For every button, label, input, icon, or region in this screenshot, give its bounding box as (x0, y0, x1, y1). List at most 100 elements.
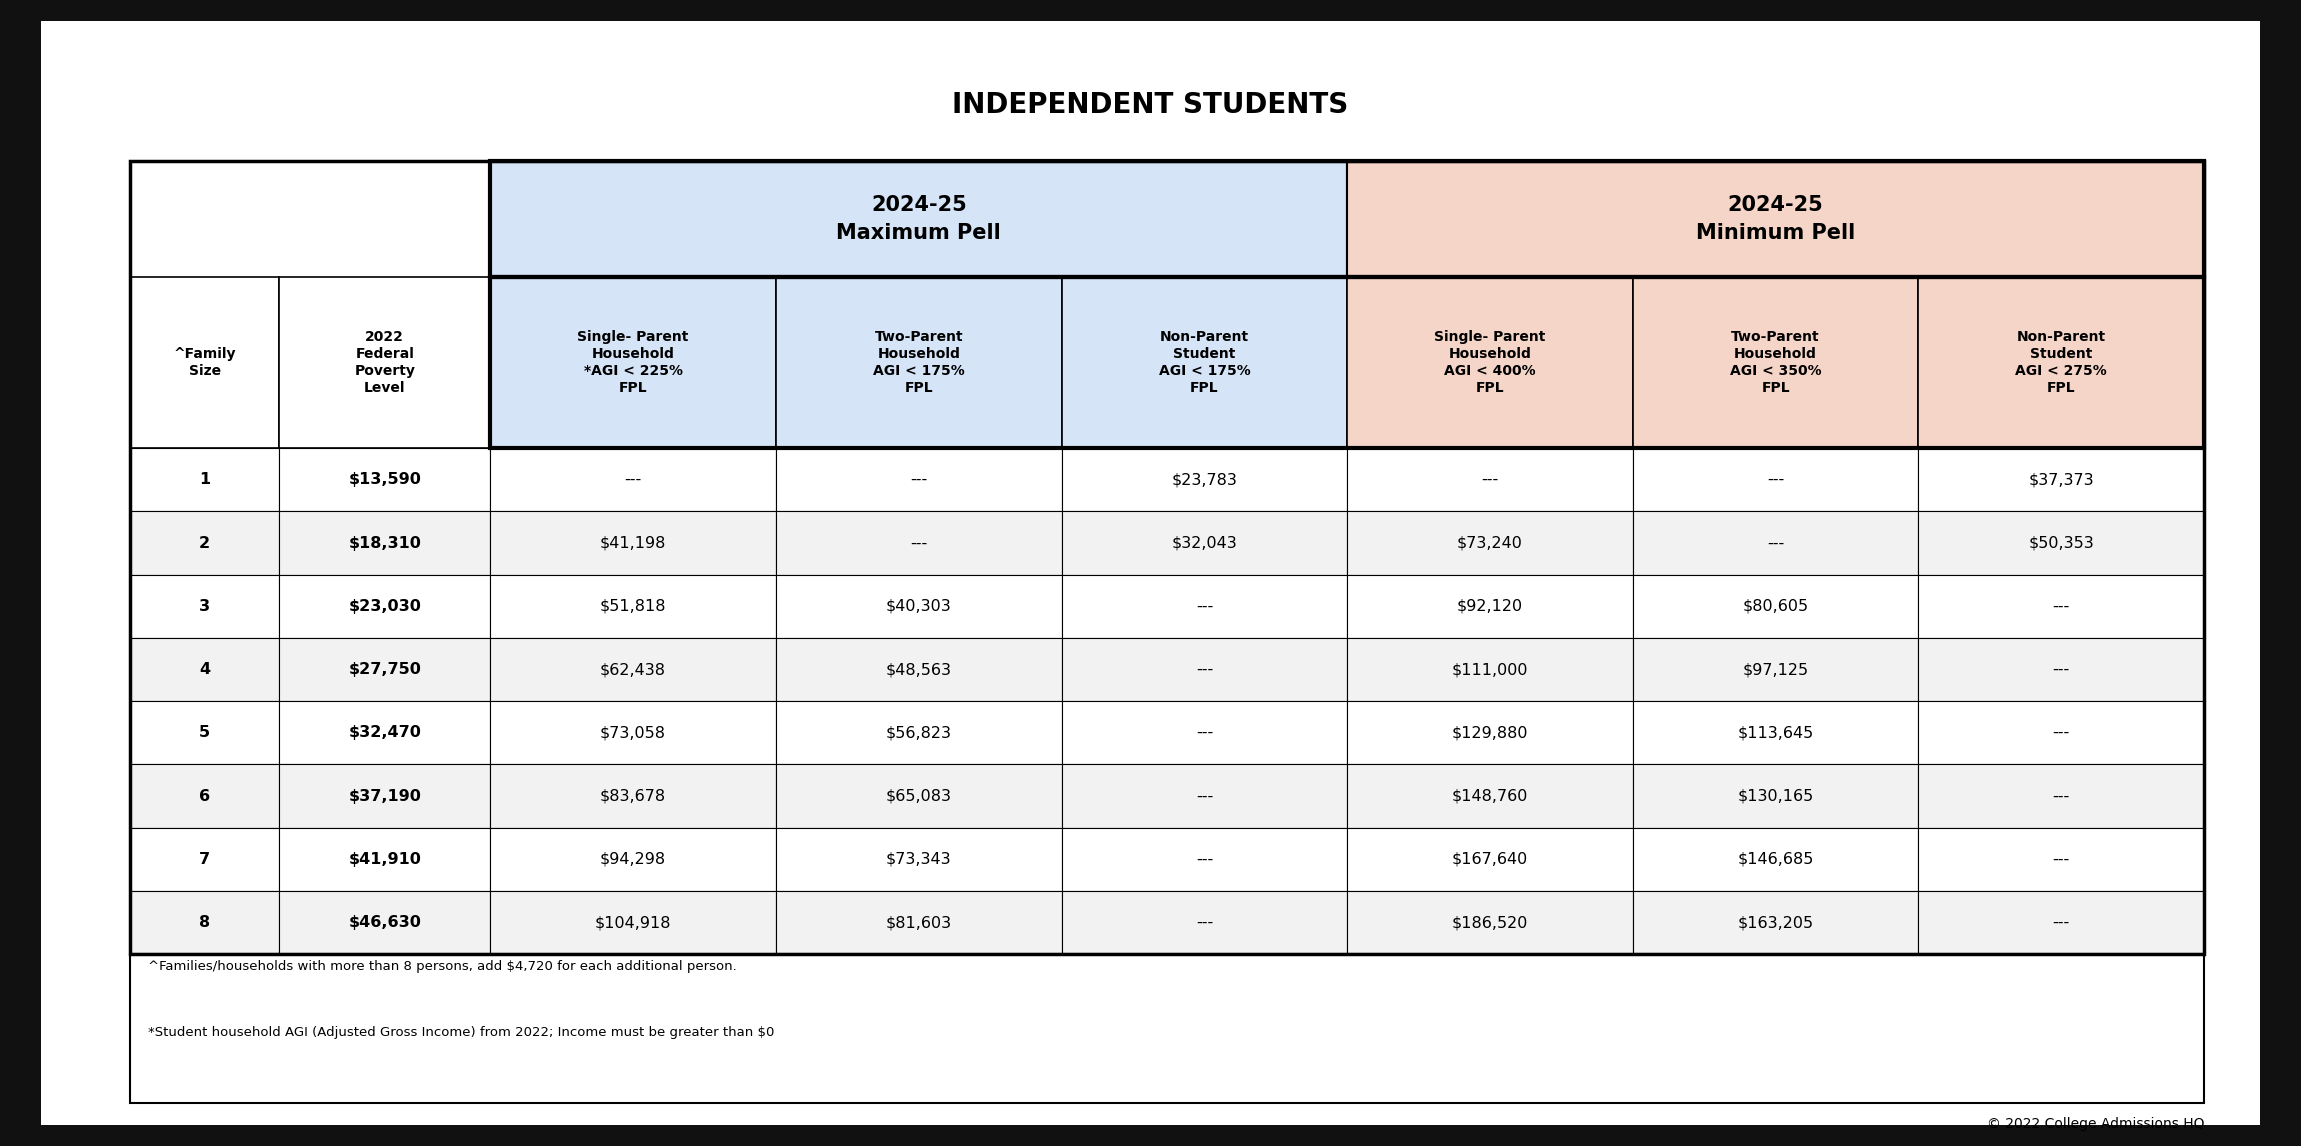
Bar (131, 764, 278, 827)
Bar (131, 827, 278, 890)
Text: ---: --- (2052, 851, 2071, 866)
Text: ---: --- (1767, 472, 1783, 487)
Text: ---: --- (1197, 788, 1213, 803)
Bar (775, 638, 1061, 701)
Bar (278, 448, 490, 511)
Text: $73,240: $73,240 (1457, 535, 1523, 550)
Bar (131, 890, 278, 955)
Bar (1346, 277, 1634, 448)
Bar (1634, 277, 1919, 448)
Text: $148,760: $148,760 (1452, 788, 1528, 803)
Text: 3: 3 (200, 598, 209, 614)
Bar (1919, 890, 2204, 955)
Bar (1634, 827, 1919, 890)
Bar (278, 827, 490, 890)
Text: $83,678: $83,678 (601, 788, 667, 803)
Bar (490, 574, 775, 638)
Text: $41,198: $41,198 (601, 535, 667, 550)
Bar (1061, 890, 1346, 955)
Text: $41,910: $41,910 (347, 851, 421, 866)
Bar (775, 448, 1061, 511)
Text: 2024-25
Maximum Pell: 2024-25 Maximum Pell (835, 195, 1001, 243)
Bar (1634, 448, 1919, 511)
Text: ^Family
Size: ^Family Size (173, 347, 237, 378)
Bar (490, 277, 775, 448)
Text: 2024-25
Minimum Pell: 2024-25 Minimum Pell (1696, 195, 1855, 243)
Bar (1061, 277, 1346, 448)
Bar (131, 638, 278, 701)
Bar (1346, 827, 1634, 890)
Text: $18,310: $18,310 (347, 535, 421, 550)
Bar (490, 638, 775, 701)
Bar (1346, 574, 1634, 638)
Text: Single- Parent
Household
*AGI < 225%
FPL: Single- Parent Household *AGI < 225% FPL (578, 330, 688, 395)
Text: $163,205: $163,205 (1737, 915, 1813, 931)
Text: 6: 6 (200, 788, 209, 803)
Bar (775, 764, 1061, 827)
Text: $32,043: $32,043 (1171, 535, 1238, 550)
Text: $97,125: $97,125 (1742, 662, 1809, 677)
Text: ---: --- (2052, 662, 2071, 677)
Text: ---: --- (911, 472, 927, 487)
Text: 4: 4 (200, 662, 209, 677)
Bar (278, 764, 490, 827)
Bar (1919, 638, 2204, 701)
Text: $186,520: $186,520 (1452, 915, 1528, 931)
Text: $23,783: $23,783 (1171, 472, 1238, 487)
Text: Two-Parent
Household
AGI < 350%
FPL: Two-Parent Household AGI < 350% FPL (1730, 330, 1822, 395)
Text: $27,750: $27,750 (347, 662, 421, 677)
Bar (278, 890, 490, 955)
Text: $40,303: $40,303 (886, 598, 953, 614)
Bar (131, 955, 2204, 1104)
Text: $111,000: $111,000 (1452, 662, 1528, 677)
Bar (490, 277, 2204, 448)
Text: ---: --- (1197, 725, 1213, 740)
Text: ---: --- (1197, 851, 1213, 866)
Bar (490, 827, 775, 890)
Text: 1: 1 (200, 472, 209, 487)
Bar (131, 574, 278, 638)
Text: ---: --- (1482, 472, 1498, 487)
Bar (1919, 827, 2204, 890)
Bar (775, 574, 1061, 638)
Bar (490, 764, 775, 827)
Bar (1061, 574, 1346, 638)
Text: 2022
Federal
Poverty
Level: 2022 Federal Poverty Level (354, 330, 414, 395)
Bar (278, 574, 490, 638)
Text: 5: 5 (200, 725, 209, 740)
Text: $13,590: $13,590 (347, 472, 421, 487)
Text: ---: --- (1767, 535, 1783, 550)
Text: $50,353: $50,353 (2029, 535, 2094, 550)
Bar (1346, 448, 1634, 511)
Bar (775, 701, 1061, 764)
Bar (131, 511, 278, 574)
Bar (1346, 764, 1634, 827)
Text: $23,030: $23,030 (347, 598, 421, 614)
Bar (278, 160, 490, 277)
Bar (1919, 511, 2204, 574)
Text: $92,120: $92,120 (1457, 598, 1523, 614)
Bar (1634, 890, 1919, 955)
Text: $48,563: $48,563 (886, 662, 953, 677)
Text: $129,880: $129,880 (1452, 725, 1528, 740)
Bar (278, 277, 490, 448)
Text: $62,438: $62,438 (601, 662, 665, 677)
Bar (1634, 701, 1919, 764)
Text: $113,645: $113,645 (1737, 725, 1813, 740)
Text: © 2022 College Admissions HQ: © 2022 College Admissions HQ (1986, 1116, 2204, 1131)
Bar (775, 511, 1061, 574)
Text: ---: --- (1197, 598, 1213, 614)
Bar (1061, 764, 1346, 827)
Text: ---: --- (911, 535, 927, 550)
Bar (1061, 448, 1346, 511)
Bar (1919, 764, 2204, 827)
Bar (1061, 701, 1346, 764)
Bar (490, 448, 775, 511)
Text: 8: 8 (200, 915, 209, 931)
Text: $73,058: $73,058 (601, 725, 665, 740)
Bar (131, 277, 278, 448)
Bar (490, 511, 775, 574)
Text: ---: --- (1197, 915, 1213, 931)
Text: $104,918: $104,918 (596, 915, 672, 931)
Bar (1919, 701, 2204, 764)
